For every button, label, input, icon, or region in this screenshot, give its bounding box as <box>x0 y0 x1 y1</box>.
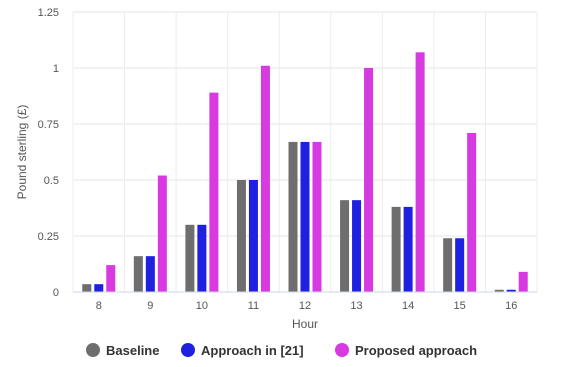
x-tick-label: 8 <box>96 300 102 312</box>
bar[interactable] <box>248 180 258 292</box>
legend-item[interactable]: Approach in [21] <box>181 343 304 358</box>
x-tick-labels: 8 9 10 11 12 13 14 15 16 <box>96 300 518 312</box>
bar[interactable] <box>403 206 413 292</box>
legend-label: Proposed approach <box>355 343 477 358</box>
bar[interactable] <box>364 68 374 292</box>
bar[interactable] <box>260 65 270 292</box>
bar[interactable] <box>312 141 322 292</box>
x-tick-label: 11 <box>248 300 259 312</box>
bar[interactable] <box>494 289 504 292</box>
bar[interactable] <box>209 92 219 292</box>
bar[interactable] <box>288 141 298 292</box>
bar[interactable] <box>106 265 116 292</box>
x-tick-label: 13 <box>350 300 362 312</box>
x-tick-label: 14 <box>402 300 414 312</box>
bar[interactable] <box>443 238 453 292</box>
y-tick-labels: 0 0.25 0.5 0.75 1 1.25 <box>38 7 59 299</box>
bar[interactable] <box>455 238 465 292</box>
legend-marker <box>335 343 349 357</box>
bar[interactable] <box>391 206 401 292</box>
x-tick-label: 9 <box>147 300 153 312</box>
bar[interactable] <box>197 224 207 292</box>
y-tick-label: 0.75 <box>38 119 59 131</box>
bar[interactable] <box>506 289 516 292</box>
legend-label: Approach in [21] <box>201 343 304 358</box>
bar[interactable] <box>352 200 362 292</box>
x-tick-label: 16 <box>505 300 517 312</box>
legend-item[interactable]: Baseline <box>86 343 159 358</box>
bar[interactable] <box>236 180 246 292</box>
y-tick-label: 0 <box>53 287 59 299</box>
x-tick-label: 10 <box>196 300 208 312</box>
legend-label: Baseline <box>106 343 159 358</box>
y-tick-label: 1 <box>53 63 59 75</box>
x-axis-title: Hour <box>292 317 318 331</box>
bar[interactable] <box>94 284 104 292</box>
legend-item[interactable]: Proposed approach <box>335 343 477 358</box>
x-tick-label: 12 <box>299 300 311 312</box>
bars <box>82 52 528 292</box>
bar[interactable] <box>145 256 155 292</box>
bar[interactable] <box>133 256 143 292</box>
x-grid <box>72 12 538 292</box>
bar[interactable] <box>467 132 477 292</box>
y-tick-label: 0.25 <box>38 231 59 243</box>
x-tick-label: 15 <box>454 300 466 312</box>
bar[interactable] <box>185 224 195 292</box>
y-tick-label: 1.25 <box>38 7 59 19</box>
legend-marker <box>181 343 195 357</box>
bar[interactable] <box>300 141 310 292</box>
y-axis-title: Pound sterling (£) <box>15 105 29 200</box>
bar[interactable] <box>415 52 425 292</box>
bar[interactable] <box>82 284 92 292</box>
legend-marker <box>86 343 100 357</box>
legend[interactable]: Baseline Approach in [21] Proposed approac… <box>86 343 477 358</box>
bar[interactable] <box>518 271 528 292</box>
bar[interactable] <box>157 175 167 292</box>
y-tick-label: 0.5 <box>44 175 59 187</box>
grid <box>73 11 537 237</box>
bar[interactable] <box>340 200 350 292</box>
